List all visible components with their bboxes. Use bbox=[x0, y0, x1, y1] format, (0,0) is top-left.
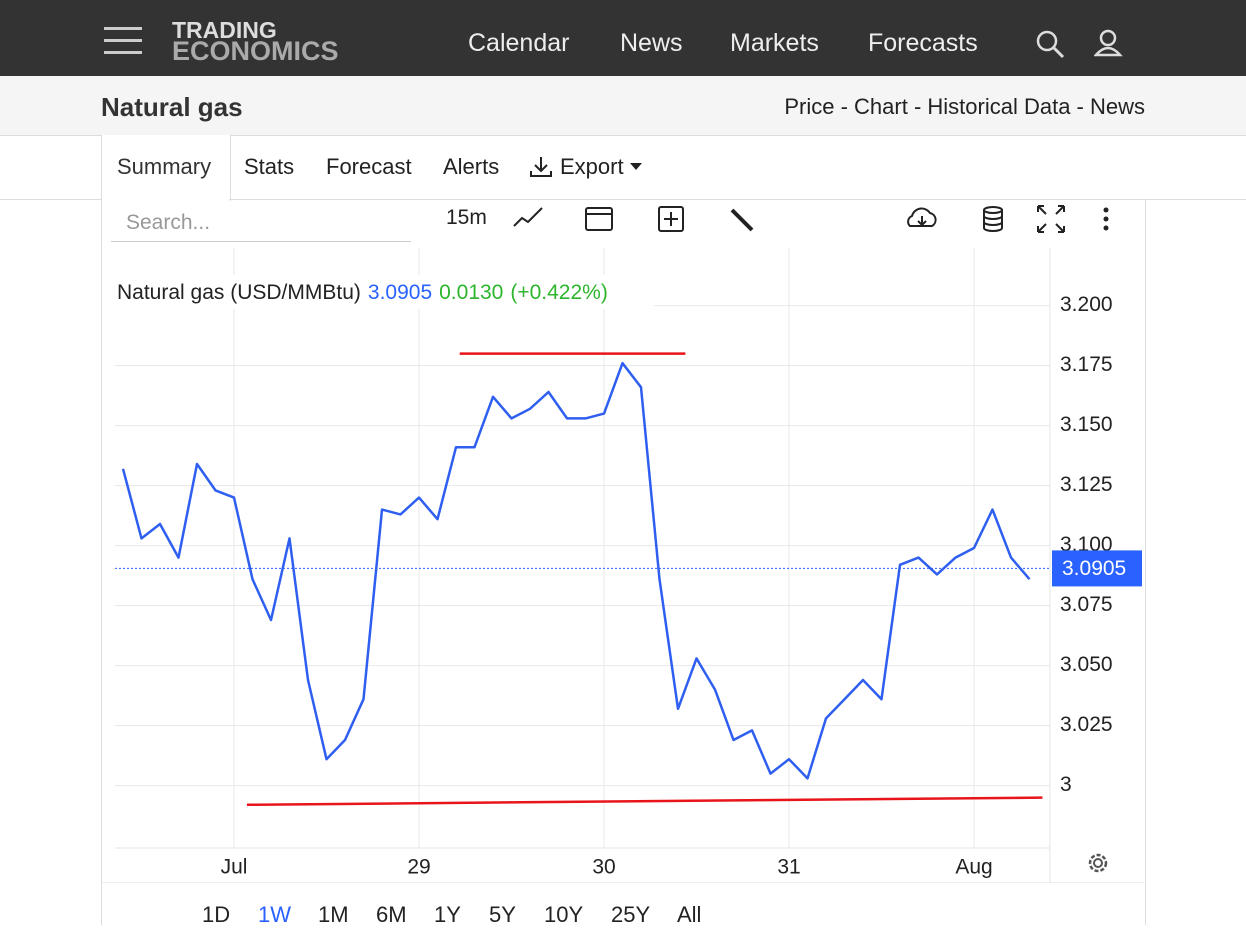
menu-icon[interactable] bbox=[104, 27, 142, 55]
price-badge-label: 3.0905 bbox=[1062, 557, 1126, 580]
database-icon[interactable] bbox=[983, 206, 1003, 232]
tools-icon[interactable] bbox=[730, 208, 754, 232]
range-button[interactable]: All bbox=[677, 902, 702, 927]
y-tick-label: 3.200 bbox=[1060, 293, 1113, 316]
interval[interactable]: 15m bbox=[446, 206, 487, 229]
range-button[interactable]: 10Y bbox=[544, 902, 584, 927]
tab[interactable]: Export bbox=[560, 154, 624, 179]
tab[interactable]: Summary bbox=[117, 154, 212, 179]
top-bar: TRADING ECONOMICS Calendar News Markets F… bbox=[0, 0, 1246, 76]
logo-bottom: ECONOMICS bbox=[172, 36, 339, 66]
nav-link[interactable]: News bbox=[620, 29, 683, 57]
legend-price: 3.0905 bbox=[368, 281, 432, 304]
legend-text: Natural gas (USD/MMBtu) 3.0905 0.0130 (+0.4… bbox=[117, 281, 608, 304]
nav-link[interactable]: Markets bbox=[730, 29, 819, 57]
tab-divider bbox=[229, 199, 1246, 200]
price-badge bbox=[1052, 550, 1142, 587]
search-icon[interactable] bbox=[1036, 30, 1066, 60]
settings-icon[interactable] bbox=[1088, 853, 1108, 873]
y-tick-label: 3.175 bbox=[1060, 353, 1113, 376]
toolbar-icons bbox=[513, 205, 1109, 233]
line-type-icon[interactable] bbox=[513, 207, 543, 227]
legend-name: Natural gas (USD/MMBtu) bbox=[117, 281, 361, 304]
tab[interactable]: Stats bbox=[244, 154, 295, 179]
chart-area: Natural gas (USD/MMBtu) 3.0905 0.0130 (+0.4… bbox=[101, 248, 1144, 888]
fullscreen-icon[interactable] bbox=[1037, 205, 1065, 233]
page-title: Natural gas bbox=[101, 92, 243, 122]
export-icon bbox=[530, 157, 552, 177]
caret bbox=[630, 163, 642, 170]
legend-bg bbox=[112, 275, 654, 309]
add-icon[interactable] bbox=[658, 206, 684, 232]
logo-top: TRADING bbox=[172, 17, 277, 43]
y-tick-label: 3 bbox=[1060, 773, 1072, 796]
range-button[interactable]: 25Y bbox=[611, 902, 651, 927]
x-tick-label: 29 bbox=[407, 856, 430, 879]
range-button[interactable]: 1M bbox=[318, 902, 349, 927]
sub-header: Natural gas Price - Chart - Historical D… bbox=[0, 76, 1246, 136]
range-button[interactable]: 1D bbox=[202, 902, 231, 927]
range-button[interactable]: 1W bbox=[258, 902, 291, 927]
range-button[interactable]: 1Y bbox=[434, 902, 461, 927]
user-icon[interactable] bbox=[1094, 29, 1124, 59]
trend-line bbox=[246, 796, 1043, 807]
y-tick-label: 3.100 bbox=[1060, 533, 1113, 556]
y-tick-label: 3.025 bbox=[1060, 713, 1113, 736]
legend: Natural gas (USD/MMBtu) 3.0905 0.0130 (+0.4… bbox=[112, 275, 654, 309]
tab[interactable]: Alerts bbox=[443, 154, 500, 179]
x-tick-label: 30 bbox=[592, 856, 615, 879]
tab[interactable]: Forecast bbox=[326, 154, 412, 179]
search-placeholder: Search... bbox=[126, 211, 211, 234]
more-icon[interactable] bbox=[1103, 207, 1109, 231]
nav-link[interactable]: Calendar bbox=[468, 29, 570, 57]
y-tick-label: 3.050 bbox=[1060, 653, 1113, 676]
search-box[interactable]: Search... bbox=[111, 203, 411, 242]
y-tick-label: 3.150 bbox=[1060, 413, 1113, 436]
legend-change: 0.0130 bbox=[439, 281, 503, 304]
y-tick-label: 3.125 bbox=[1060, 473, 1113, 496]
y-tick-label: 3.075 bbox=[1060, 593, 1113, 616]
header-links[interactable]: Price - Chart - Historical Data - News bbox=[784, 94, 1145, 119]
x-tick-label: Jul bbox=[221, 856, 248, 879]
range-button[interactable]: 5Y bbox=[489, 902, 516, 927]
range-button[interactable]: 6M bbox=[376, 902, 407, 927]
chart: Natural gas (USD/MMBtu) 3.0905 0.0130 (+0.4… bbox=[101, 248, 1144, 884]
calendar-icon[interactable] bbox=[585, 207, 613, 231]
price-line bbox=[121, 361, 1031, 780]
x-tick-label: Aug bbox=[955, 856, 992, 879]
logo[interactable]: TRADING ECONOMICS bbox=[172, 17, 339, 66]
nav-link[interactable]: Forecasts bbox=[868, 29, 978, 57]
tab-divider bbox=[0, 199, 101, 200]
download-icon[interactable] bbox=[907, 207, 937, 227]
legend-change-pct: (+0.422%) bbox=[510, 281, 607, 304]
active-tab-box bbox=[101, 135, 231, 201]
chart-frame bbox=[101, 200, 1146, 925]
x-tick-label: 31 bbox=[777, 856, 800, 879]
